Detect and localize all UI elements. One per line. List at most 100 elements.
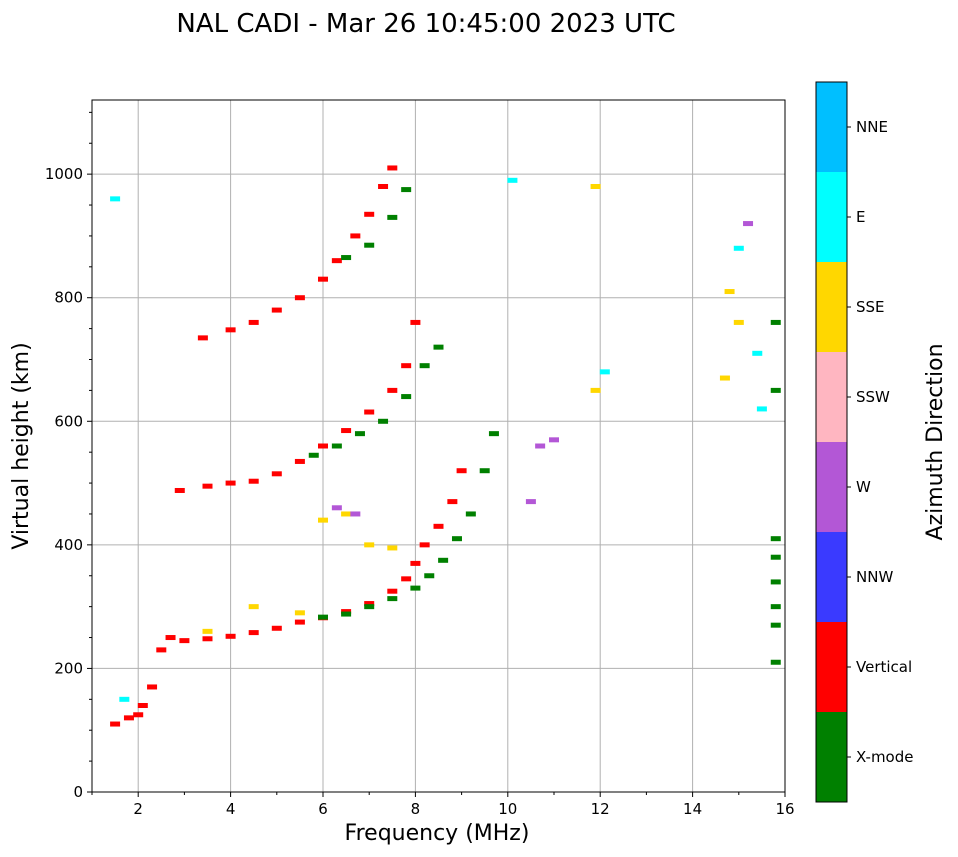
- series-group: [331, 221, 754, 517]
- data-point: [364, 211, 375, 217]
- data-point: [733, 319, 744, 325]
- data-point: [733, 245, 744, 251]
- data-point: [378, 418, 389, 424]
- plot-area: 2 4 6 8 10 12 14 16 0 200 400 600 800 1000: [45, 99, 795, 818]
- colorbar-segment: [816, 172, 847, 262]
- data-point: [535, 443, 546, 449]
- colorbar-label: X-mode: [856, 748, 913, 766]
- x-tick-label: 2: [133, 800, 143, 818]
- data-point: [341, 511, 352, 517]
- data-point: [770, 554, 781, 560]
- data-point: [294, 458, 305, 464]
- data-point: [308, 452, 319, 458]
- series-group: [318, 431, 499, 620]
- data-point: [401, 394, 412, 400]
- data-point: [401, 576, 412, 582]
- data-point: [743, 221, 754, 227]
- series-group: [770, 319, 781, 665]
- data-point: [756, 406, 767, 412]
- colorbar-label: NNW: [856, 568, 893, 586]
- data-point: [294, 619, 305, 625]
- data-point: [410, 585, 421, 591]
- plot-frame: [91, 99, 786, 793]
- data-point: [341, 611, 352, 617]
- data-point: [447, 499, 458, 505]
- series-group: [110, 468, 467, 727]
- data-point: [752, 350, 763, 356]
- data-point: [350, 233, 361, 239]
- data-point: [364, 542, 375, 548]
- colorbar-segment: [816, 82, 847, 172]
- data-point: [341, 255, 352, 261]
- data-point: [364, 604, 375, 610]
- data-point: [488, 431, 499, 437]
- data-point: [354, 431, 365, 437]
- data-point: [123, 715, 134, 721]
- data-point: [387, 165, 398, 171]
- data-point: [202, 483, 213, 489]
- y-tick-label: 400: [54, 536, 83, 554]
- data-point: [248, 630, 259, 636]
- data-point: [174, 487, 185, 493]
- colorbar-segment: [816, 262, 847, 352]
- y-axis-label: Virtual height (km): [9, 342, 34, 549]
- x-tick-label: 12: [591, 800, 610, 818]
- x-tick-label: 16: [775, 800, 794, 818]
- data-point: [147, 684, 158, 690]
- y-tick-label: 1000: [45, 165, 83, 183]
- data-point: [410, 319, 421, 325]
- x-tick-label: 14: [683, 800, 702, 818]
- series-group: [110, 177, 767, 702]
- data-point: [341, 428, 352, 434]
- data-point: [419, 542, 430, 548]
- colorbar-segment: [816, 352, 847, 442]
- x-tick-label: 4: [226, 800, 236, 818]
- data-point: [179, 638, 190, 644]
- data-point: [599, 369, 610, 375]
- data-point: [433, 344, 444, 350]
- colorbar-label: W: [856, 478, 871, 496]
- data-point: [202, 636, 213, 642]
- data-point: [719, 375, 730, 381]
- data-point: [387, 214, 398, 220]
- data-point: [770, 622, 781, 628]
- data-point: [225, 327, 236, 333]
- data-point: [424, 573, 435, 579]
- data-point: [549, 437, 559, 443]
- data-point: [590, 387, 601, 393]
- colorbar-segment: [816, 442, 847, 532]
- data-point: [271, 625, 282, 631]
- data-point: [137, 703, 148, 708]
- data-point: [451, 536, 462, 542]
- colorbar-frame: [815, 81, 848, 803]
- y-tick-label: 800: [54, 289, 83, 307]
- data-point: [479, 468, 490, 474]
- data-point: [770, 604, 781, 610]
- data-point: [433, 523, 444, 529]
- data-point: [225, 633, 236, 639]
- data-point: [378, 184, 389, 189]
- data-point: [110, 721, 121, 727]
- data-point: [465, 511, 476, 517]
- series-group: [308, 344, 444, 458]
- data-point: [590, 184, 601, 189]
- data-point: [331, 258, 342, 264]
- series-group: [202, 184, 744, 634]
- data-point: [507, 177, 518, 183]
- data-point: [410, 560, 421, 566]
- x-axis-label: Frequency (MHz): [345, 821, 530, 846]
- data-point: [294, 295, 305, 301]
- data-point: [387, 387, 398, 393]
- data-point: [724, 289, 735, 295]
- data-point: [364, 409, 375, 415]
- data-point: [271, 471, 282, 477]
- data-point: [770, 319, 781, 325]
- data-point: [110, 196, 121, 202]
- data-point: [119, 696, 130, 702]
- colorbar-label: NNE: [856, 118, 888, 136]
- data-point: [202, 628, 213, 634]
- colorbar-segment: [816, 712, 847, 802]
- data-point: [387, 596, 398, 602]
- data-point: [438, 557, 449, 563]
- data-point: [294, 610, 305, 616]
